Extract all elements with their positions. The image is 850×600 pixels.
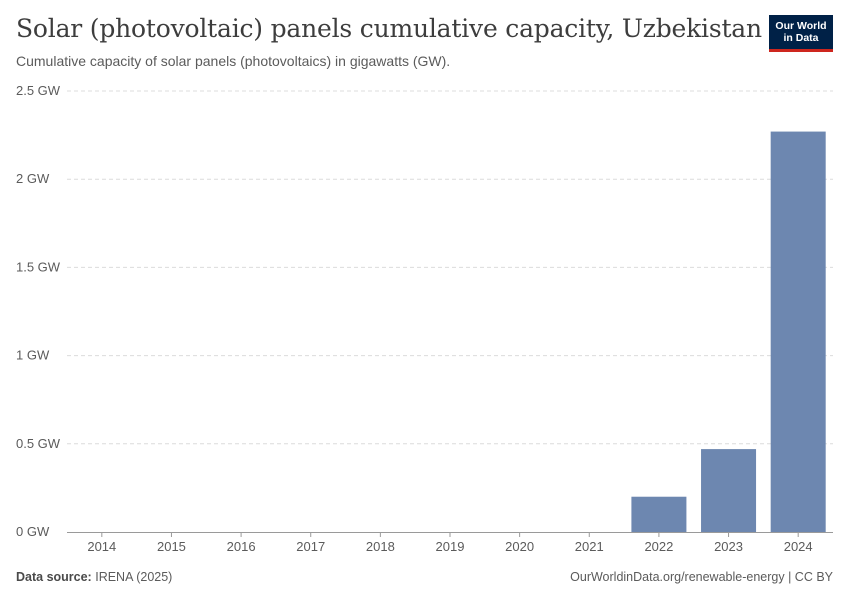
y-tick-label: 0 GW xyxy=(16,524,50,539)
y-tick-label: 0.5 GW xyxy=(16,436,61,451)
chart-title: Solar (photovoltaic) panels cumulative c… xyxy=(16,14,762,43)
x-tick-label: 2021 xyxy=(575,539,604,554)
footer-credit[interactable]: OurWorldinData.org/renewable-energy | CC… xyxy=(570,570,833,584)
bars xyxy=(631,131,826,532)
bar-2024[interactable] xyxy=(770,131,826,532)
x-tick-label: 2016 xyxy=(227,539,256,554)
x-tick-label: 2020 xyxy=(505,539,534,554)
x-axis: 2014 2015 2016 2017 2018 2019 2020 2021 2022 2023… xyxy=(67,532,833,554)
bar-2022[interactable] xyxy=(631,496,687,532)
y-tick-label: 1 GW xyxy=(16,348,50,363)
y-tick-label: 2 GW xyxy=(16,171,50,186)
owid-logo[interactable]: Our World in Data xyxy=(769,15,833,52)
gridlines xyxy=(67,90,833,445)
x-tick-label: 2014 xyxy=(87,539,116,554)
logo-line-1: Our World xyxy=(775,20,827,32)
data-source-label: Data source: xyxy=(16,570,92,584)
x-tick-label: 2024 xyxy=(784,539,813,554)
x-tick-label: 2017 xyxy=(296,539,325,554)
x-tick-label: 2018 xyxy=(366,539,395,554)
logo-line-2: in Data xyxy=(783,32,819,44)
y-tick-label: 2.5 GW xyxy=(16,83,61,98)
bar-2023[interactable] xyxy=(701,449,757,532)
x-tick-label: 2015 xyxy=(157,539,186,554)
y-axis-tick-labels: 0 GW 0.5 GW 1 GW 1.5 GW 2 GW 2.5 GW xyxy=(16,83,61,539)
x-tick-label: 2022 xyxy=(644,539,673,554)
chart-subtitle: Cumulative capacity of solar panels (pho… xyxy=(16,53,451,69)
y-tick-label: 1.5 GW xyxy=(16,259,61,274)
data-source: Data source: IRENA (2025) xyxy=(16,570,172,584)
x-tick-label: 2023 xyxy=(714,539,743,554)
data-source-value[interactable]: IRENA (2025) xyxy=(95,570,173,584)
x-tick-label: 2019 xyxy=(436,539,465,554)
